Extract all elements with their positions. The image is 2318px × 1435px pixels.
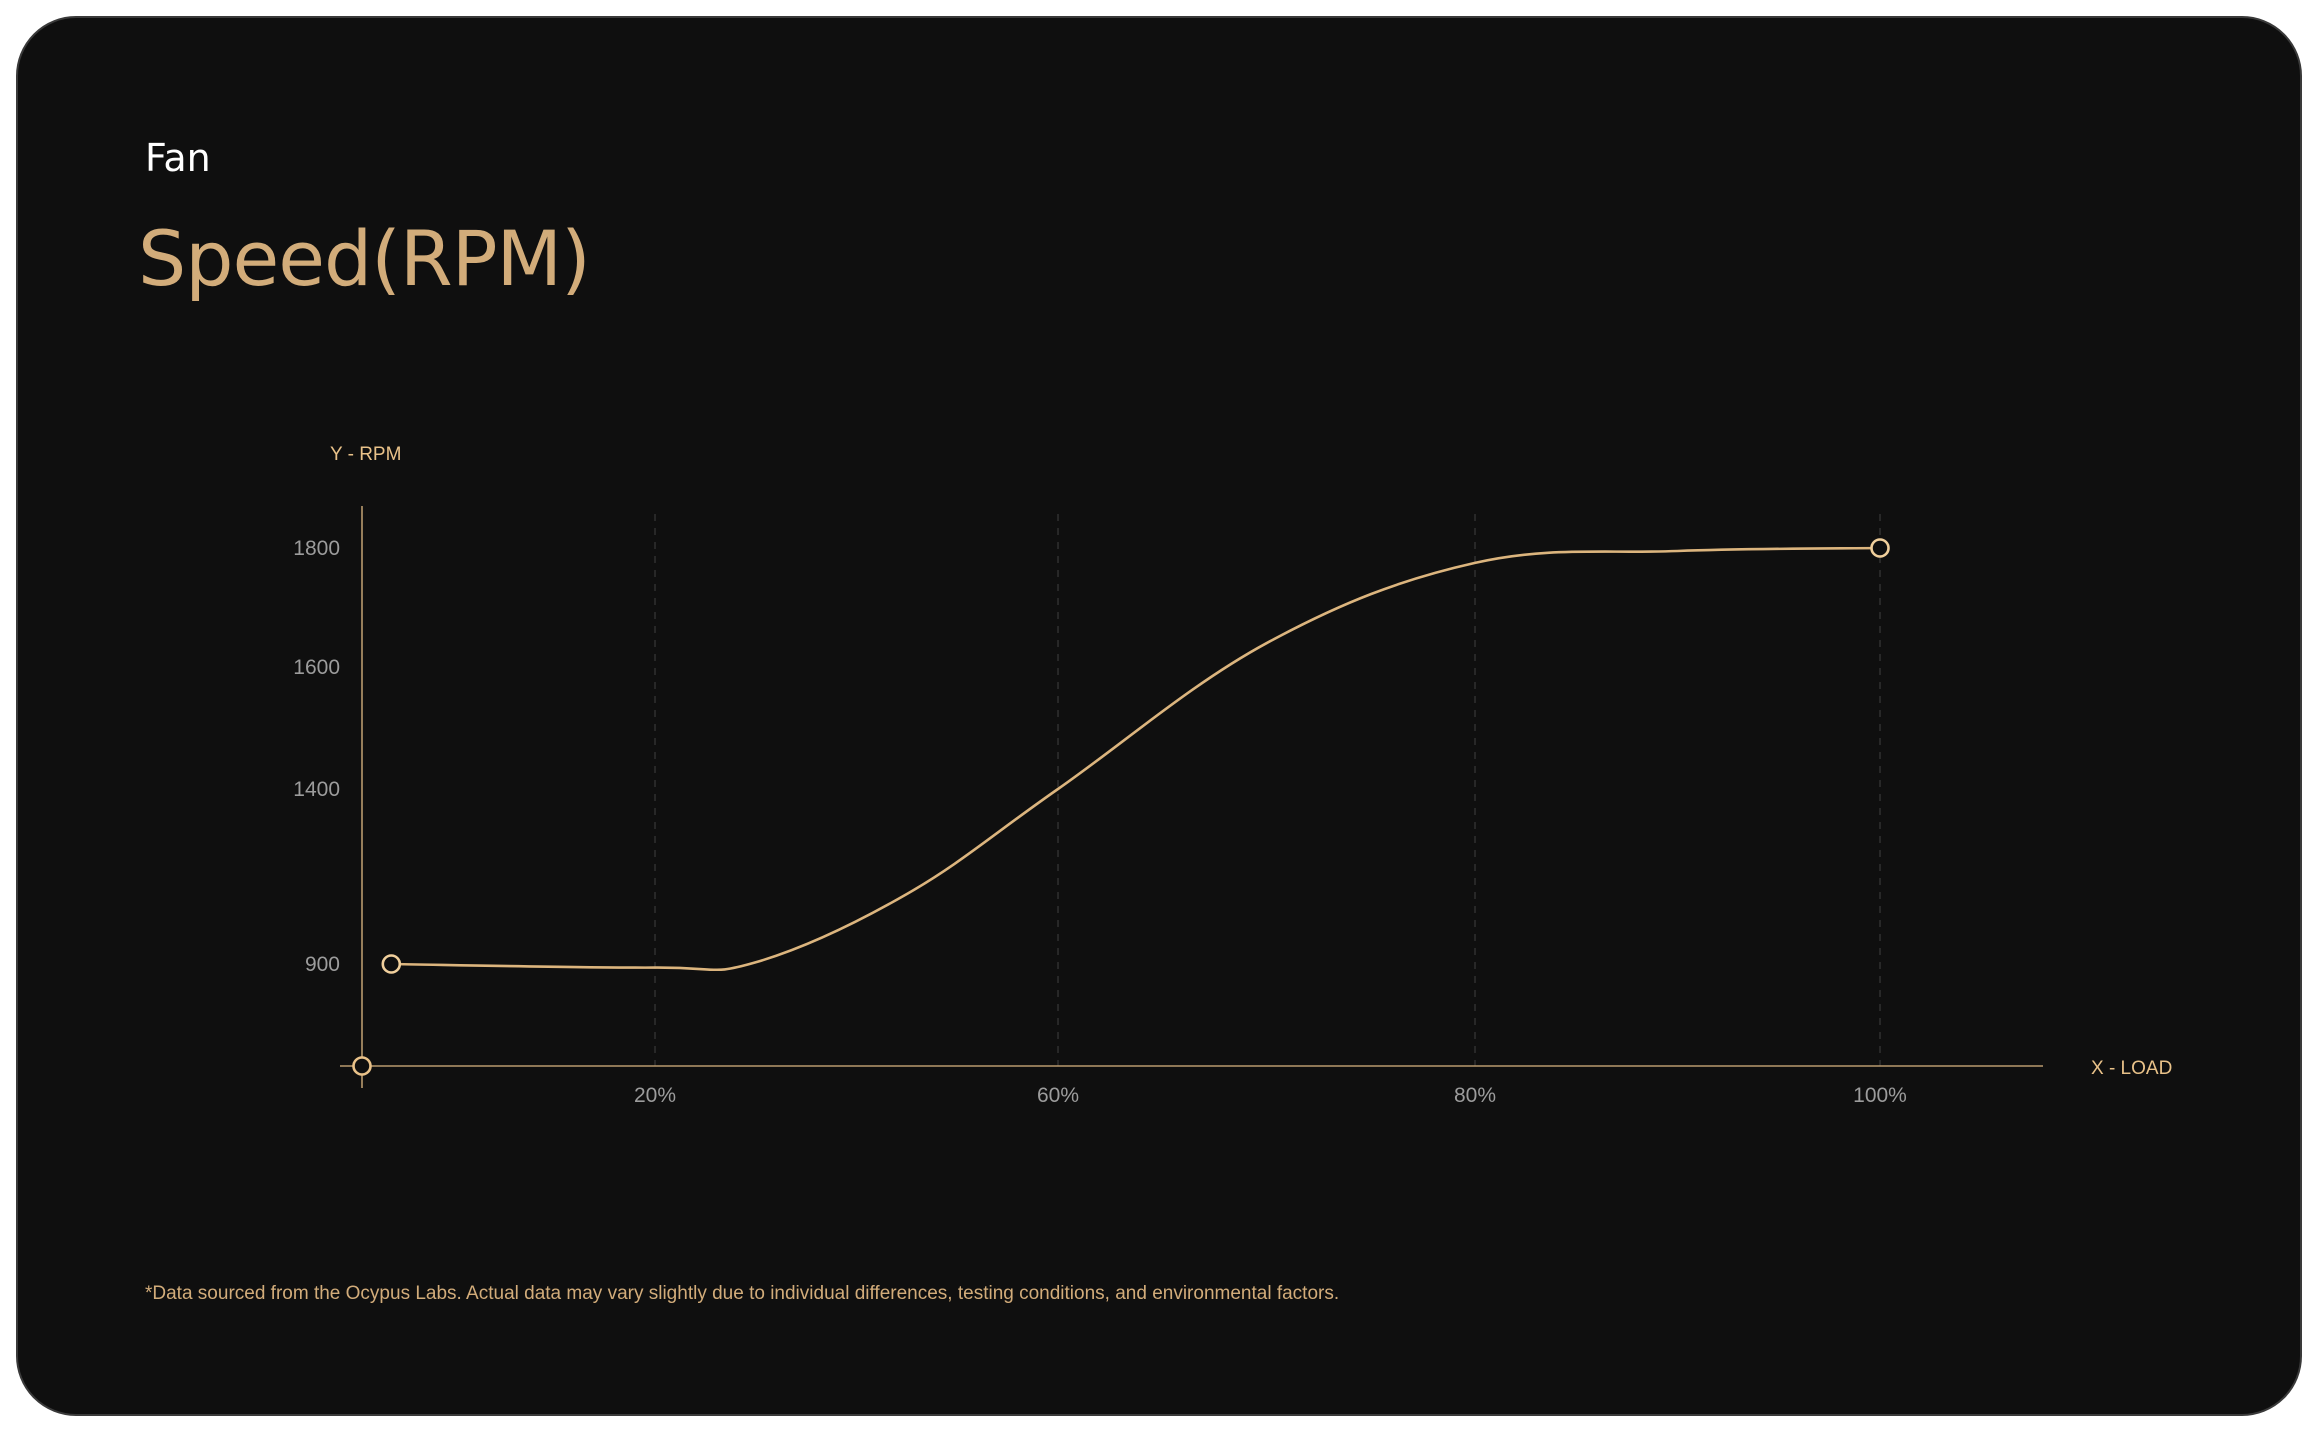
chart-card: Fan Speed(RPM) *Data sourced from the Oc… [16, 16, 2302, 1416]
curve-point-marker [1870, 538, 1890, 558]
rpm-curve-line [391, 546, 1881, 972]
y-axis-label: Y - RPM [330, 444, 401, 465]
curve-point-marker [381, 954, 402, 974]
x-tick-label-100: 100% [1853, 1084, 1907, 1107]
x-axis-label: X - LOAD [2091, 1058, 2172, 1079]
curve-markers [352, 538, 1890, 1076]
y-tick-label-1800: 1800 [293, 537, 340, 560]
chart-title: Speed(RPM) [138, 214, 591, 303]
x-tick-label-20: 20% [634, 1084, 676, 1107]
y-tick-label-1600: 1600 [293, 656, 340, 679]
x-tick-label-60: 60% [1037, 1084, 1079, 1107]
x-tick-labels: 20% 60% 80% 100% [634, 1084, 1907, 1107]
y-tick-label-1400: 1400 [293, 778, 340, 801]
chart-subtitle: Fan [145, 136, 211, 180]
x-tick-label-80: 80% [1454, 1084, 1496, 1107]
data-source-footnote: *Data sourced from the Ocypus Labs. Actu… [145, 1283, 1340, 1304]
origin-marker [352, 1056, 372, 1076]
y-tick-labels: 900 1400 1600 1800 [293, 537, 340, 976]
grid-lines [654, 514, 1881, 1066]
y-tick-label-900: 900 [305, 953, 340, 976]
